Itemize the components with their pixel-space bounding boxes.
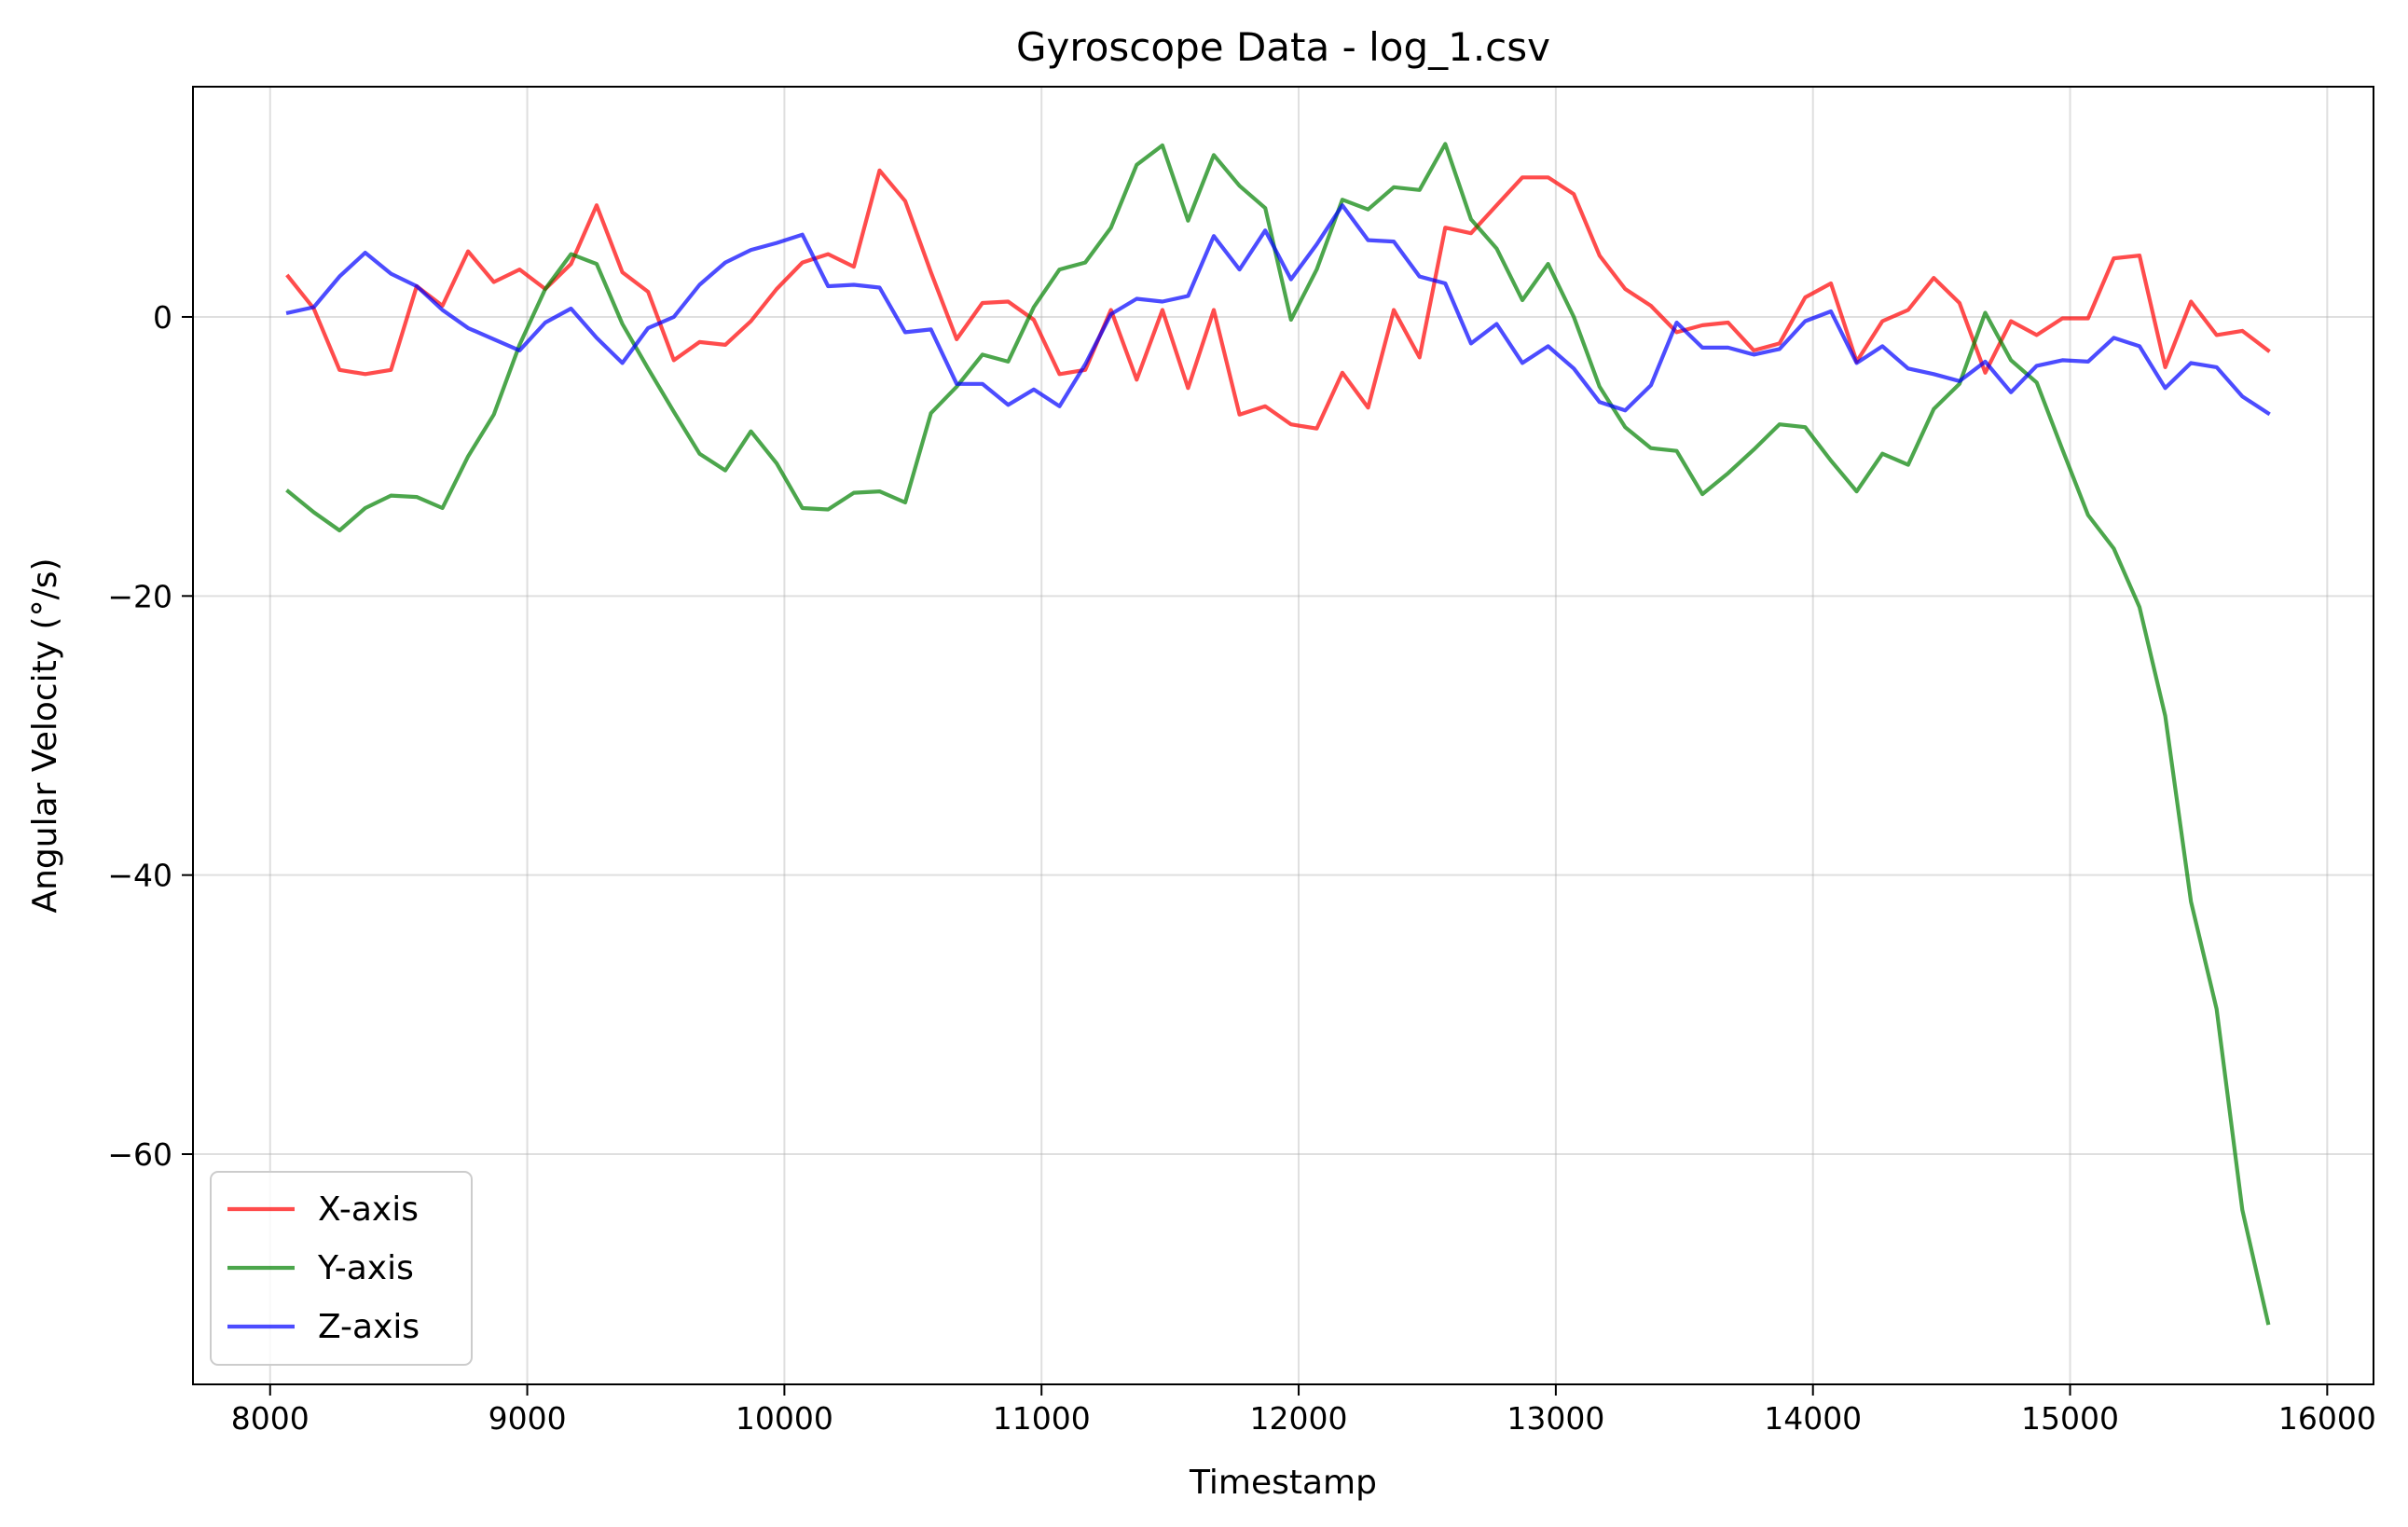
y-tick-label: 0 (153, 299, 172, 336)
x-tick-label: 16000 (2278, 1400, 2376, 1437)
x-axis-label: Timestamp (1189, 1464, 1377, 1502)
legend-label-x-axis: X-axis (318, 1190, 419, 1229)
legend-label-y-axis: Y-axis (317, 1249, 414, 1287)
legend-label-z-axis: Z-axis (318, 1308, 420, 1346)
legend-box (210, 1171, 473, 1366)
y-axis-label: Angular Velocity (°/s) (26, 557, 64, 913)
x-tick-label: 15000 (2021, 1400, 2119, 1437)
grid-lines (193, 87, 2374, 1384)
x-tick-label: 11000 (993, 1400, 1091, 1437)
y-tick-label: −60 (107, 1136, 172, 1173)
chart-title: Gyroscope Data - log_1.csv (1016, 24, 1550, 70)
series-line-z-axis (285, 203, 2271, 417)
y-tick-label: −40 (107, 858, 172, 894)
y-tick-label: −20 (107, 578, 172, 614)
x-axis-ticks: 8000 9000 10000 11000 12000 13000 14000 15000 16… (231, 1384, 2376, 1437)
x-tick-label: 14000 (1764, 1400, 1862, 1437)
x-tick-label: 10000 (736, 1400, 833, 1437)
x-tick-label: 12000 (1250, 1400, 1348, 1437)
plot-frame (192, 86, 2374, 1385)
legend: X-axis Y-axis Z-axis (210, 1171, 473, 1366)
x-tick-label: 13000 (1507, 1400, 1604, 1437)
series-lines (285, 142, 2271, 1326)
y-axis-ticks: 0 −20 −40 −60 (107, 299, 193, 1173)
x-tick-label: 8000 (231, 1400, 310, 1437)
series-line-x-axis (285, 168, 2271, 431)
x-tick-label: 9000 (488, 1400, 567, 1437)
series-line-y-axis (285, 142, 2271, 1326)
